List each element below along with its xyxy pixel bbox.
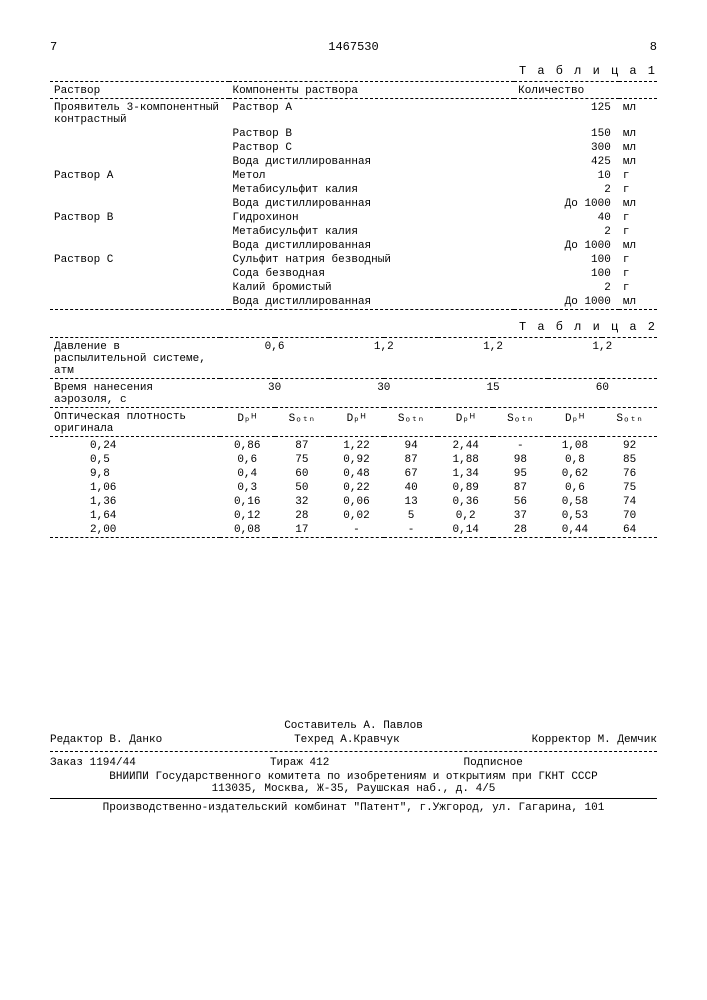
table1-row: Вода дистиллированнаяДо 1000мл xyxy=(50,295,657,310)
editor: Редактор В. Данко xyxy=(50,734,162,746)
compiler: Составитель А. Павлов xyxy=(50,720,657,732)
address: 113035, Москва, Ж-35, Раушская наб., д. … xyxy=(50,783,657,795)
t2-time-row: Время нанесения аэрозоля, с 30 30 15 60 xyxy=(50,381,657,408)
table1-row: Вода дистиллированнаяДо 1000мл xyxy=(50,239,657,253)
table1-h2: Количество xyxy=(514,84,657,99)
table2-row: 0,240,86871,22942,44-1,0892 xyxy=(50,439,657,453)
table1-row: Калий бромистый2г xyxy=(50,281,657,295)
tirage: Тираж 412 xyxy=(270,757,329,769)
table1-row: Метабисульфит калия2г xyxy=(50,225,657,239)
podpisnoe: Подписное xyxy=(463,757,522,769)
table1-h1: Компоненты раствора xyxy=(229,84,515,99)
table2-row: 1,060,3500,22400,89870,675 xyxy=(50,481,657,495)
table1-row: Раствор ССульфит натрия безводный100г xyxy=(50,253,657,267)
t2-time-label: Время нанесения аэрозоля, с xyxy=(50,381,220,408)
table1-row: Раствор В150мл xyxy=(50,127,657,141)
techred: Техред А.Кравчук xyxy=(294,734,400,746)
table1-row: Раствор АМетол10г xyxy=(50,169,657,183)
table2-row: 1,640,12280,0250,2370,5370 xyxy=(50,509,657,523)
org: ВНИИПИ Государственного комитета по изоб… xyxy=(50,771,657,783)
corrector: Корректор М. Демчик xyxy=(532,734,657,746)
table1-row: Метабисульфит калия2г xyxy=(50,183,657,197)
table2: Давление в распылительной системе, атм 0… xyxy=(50,337,657,540)
order: Заказ 1194/44 xyxy=(50,757,136,769)
page-header: 7 1467530 8 xyxy=(50,40,657,54)
table1-row: Сода безводная100г xyxy=(50,267,657,281)
publisher: Производственно-издательский комбинат "П… xyxy=(50,802,657,814)
t2-pressure-label: Давление в распылительной системе, атм xyxy=(50,340,220,379)
doc-number: 1467530 xyxy=(57,40,650,54)
left-page-num: 7 xyxy=(50,40,57,54)
table2-row: 2,000,0817--0,14280,4464 xyxy=(50,523,657,538)
right-page-num: 8 xyxy=(650,40,657,54)
table1-h0: Раствор xyxy=(50,84,229,99)
table1-row: Вода дистиллированная425мл xyxy=(50,155,657,169)
table1-row: Раствор С300мл xyxy=(50,141,657,155)
table1-header-row: Раствор Компоненты раствора Количество xyxy=(50,84,657,99)
table1-row: Вода дистиллированнаяДо 1000мл xyxy=(50,197,657,211)
table1-label: Т а б л и ц а 1 xyxy=(50,64,657,78)
t2-pressure-row: Давление в распылительной системе, атм 0… xyxy=(50,340,657,379)
table2-row: 1,360,16320,06130,36560,5874 xyxy=(50,495,657,509)
table2-label: Т а б л и ц а 2 xyxy=(50,320,657,334)
table2-row: 0,50,6750,92871,88980,885 xyxy=(50,453,657,467)
t2-density-label: Оптическая плотность оригинала xyxy=(50,410,220,437)
table1-row: Проявитель 3-компонентный контрастныйРас… xyxy=(50,101,657,127)
table1-row: Раствор ВГидрохинон40г xyxy=(50,211,657,225)
table2-row: 9,80,4600,48671,34950,6276 xyxy=(50,467,657,481)
table1: Раствор Компоненты раствора Количество П… xyxy=(50,81,657,312)
t2-density-header: Оптическая плотность оригинала Dₚᴴ Sₒₜₙ … xyxy=(50,410,657,437)
footer: Составитель А. Павлов Редактор В. Данко … xyxy=(50,720,657,814)
